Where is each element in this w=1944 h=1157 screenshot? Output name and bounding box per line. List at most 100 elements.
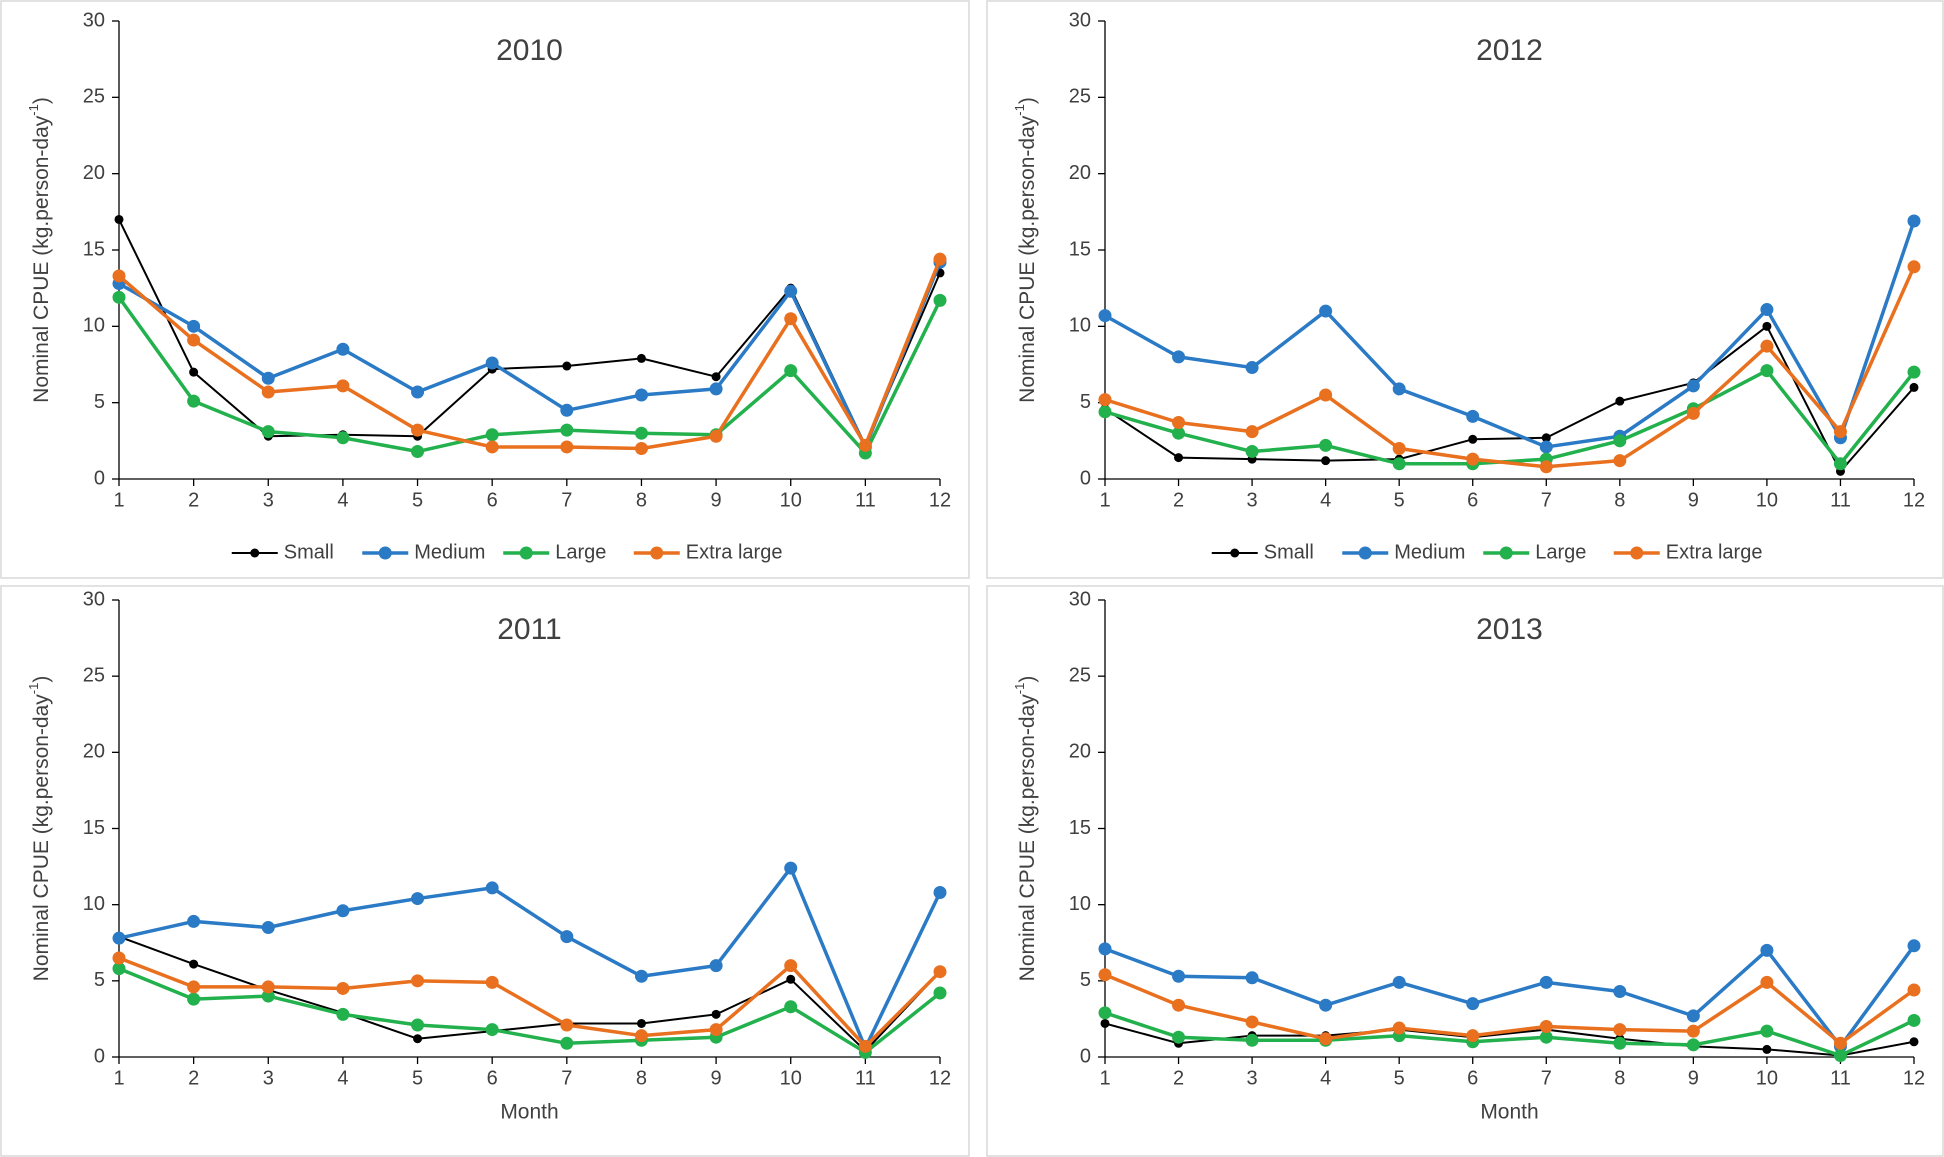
y-axis-label-part: Nominal CPUE (kg.person-day bbox=[30, 115, 53, 403]
data-point bbox=[1319, 1032, 1333, 1046]
y-axis-label-part: -1 bbox=[26, 683, 41, 695]
y-axis-label-part: ) bbox=[1016, 676, 1039, 683]
y-tick-label: 10 bbox=[83, 893, 105, 915]
y-tick-label: 10 bbox=[1069, 315, 1091, 337]
panel-border bbox=[0, 585, 970, 1157]
data-point bbox=[261, 921, 275, 935]
x-tick-label: 12 bbox=[929, 489, 951, 511]
panel-border bbox=[986, 585, 1944, 1157]
data-point bbox=[261, 980, 275, 994]
data-point bbox=[1392, 457, 1406, 471]
x-tick-label: 8 bbox=[636, 489, 647, 511]
x-tick-label: 11 bbox=[1830, 1067, 1851, 1089]
data-point bbox=[261, 371, 275, 385]
series-line bbox=[118, 261, 942, 449]
series-line bbox=[1104, 1022, 1915, 1057]
chart-title: 2011 bbox=[497, 613, 562, 646]
series-line bbox=[117, 258, 942, 451]
y-tick-label: 0 bbox=[94, 1045, 105, 1067]
data-point bbox=[411, 1018, 425, 1032]
legend-label: Medium bbox=[414, 541, 485, 563]
y-axis-label: Nominal CPUE (kg.person-day-1) bbox=[1012, 97, 1039, 403]
legend-label: Small bbox=[284, 541, 334, 563]
data-point bbox=[560, 403, 574, 417]
y-tick-label: 20 bbox=[83, 162, 105, 184]
data-point bbox=[1245, 1015, 1259, 1029]
data-point bbox=[336, 379, 350, 393]
data-point bbox=[560, 440, 574, 454]
data-point bbox=[1098, 393, 1112, 407]
data-point bbox=[560, 423, 574, 437]
data-point bbox=[1098, 1006, 1112, 1020]
data-point bbox=[634, 969, 648, 983]
x-tick-label: 7 bbox=[561, 1067, 572, 1089]
data-point bbox=[634, 441, 648, 455]
data-point bbox=[114, 214, 124, 224]
data-point bbox=[933, 986, 947, 1000]
data-point bbox=[187, 980, 201, 994]
y-tick-label: 5 bbox=[94, 969, 105, 991]
x-tick-label: 4 bbox=[337, 1067, 348, 1089]
data-point bbox=[112, 951, 126, 965]
data-point bbox=[189, 367, 199, 377]
data-point bbox=[1541, 433, 1551, 443]
data-point bbox=[1686, 406, 1700, 420]
y-tick-label: 20 bbox=[1069, 162, 1091, 184]
y-tick-label: 20 bbox=[83, 741, 105, 763]
series-line bbox=[1104, 973, 1916, 1046]
x-tick-label: 8 bbox=[1614, 1067, 1625, 1089]
data-point bbox=[784, 312, 798, 326]
y-axis-label-part: Nominal CPUE (kg.person-day bbox=[30, 694, 53, 982]
x-tick-label: 3 bbox=[263, 1067, 274, 1089]
data-point bbox=[1907, 260, 1921, 274]
data-point bbox=[187, 914, 201, 928]
data-point bbox=[1760, 303, 1774, 317]
y-tick-label: 30 bbox=[83, 588, 105, 610]
x-tick-label: 2 bbox=[188, 1067, 199, 1089]
data-point bbox=[1539, 460, 1553, 474]
data-point bbox=[1760, 364, 1774, 378]
y-tick-label: 15 bbox=[1069, 817, 1091, 839]
data-point bbox=[1613, 984, 1627, 998]
x-tick-label: 7 bbox=[561, 489, 572, 511]
legend-label: Large bbox=[1535, 541, 1586, 563]
x-tick-label: 1 bbox=[113, 1067, 124, 1089]
data-point bbox=[709, 1023, 723, 1037]
data-point bbox=[1539, 1030, 1553, 1044]
data-point bbox=[1833, 457, 1847, 471]
data-point bbox=[1172, 969, 1186, 983]
data-point bbox=[1907, 214, 1921, 228]
data-point bbox=[634, 388, 648, 402]
data-point bbox=[933, 252, 947, 266]
data-point bbox=[112, 931, 126, 945]
x-tick-label: 2 bbox=[1173, 1067, 1184, 1089]
x-tick-label: 8 bbox=[636, 1067, 647, 1089]
data-point bbox=[784, 364, 798, 378]
data-point bbox=[1613, 454, 1627, 468]
data-point bbox=[1613, 434, 1627, 448]
data-point bbox=[1319, 438, 1333, 452]
x-tick-label: 4 bbox=[1320, 489, 1331, 511]
x-tick-label: 4 bbox=[1320, 1067, 1331, 1089]
y-tick-label: 5 bbox=[1080, 969, 1091, 991]
x-tick-label: 10 bbox=[780, 1067, 802, 1089]
y-tick-label: 5 bbox=[94, 391, 105, 413]
y-axis-label-part: -1 bbox=[26, 104, 41, 116]
panel-border bbox=[986, 0, 1944, 579]
data-point bbox=[1172, 426, 1186, 440]
data-point bbox=[1319, 998, 1333, 1012]
x-tick-label: 9 bbox=[711, 1067, 722, 1089]
data-point bbox=[1172, 416, 1186, 430]
legend-marker bbox=[250, 548, 260, 558]
data-point bbox=[1392, 975, 1406, 989]
data-point bbox=[1909, 382, 1919, 392]
data-point bbox=[189, 959, 199, 969]
series-line bbox=[1104, 944, 1916, 1049]
data-point bbox=[1245, 971, 1259, 985]
data-point bbox=[560, 1018, 574, 1032]
data-point bbox=[562, 361, 572, 371]
data-point bbox=[1539, 440, 1553, 454]
legend-marker bbox=[1358, 546, 1372, 560]
